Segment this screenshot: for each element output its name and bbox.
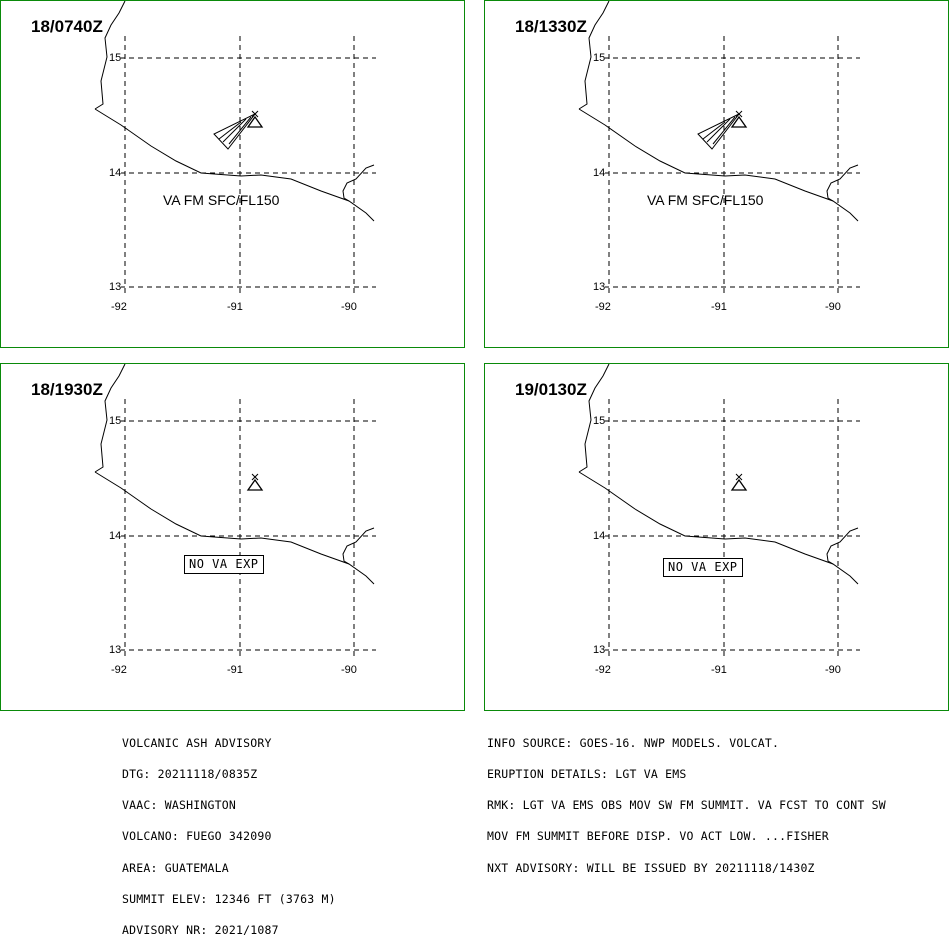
coastline — [578, 108, 859, 222]
ash-cloud-hatch — [228, 116, 252, 145]
ash-cloud-polygon — [697, 113, 740, 150]
border-line — [578, 1, 610, 110]
lon-label-91: -91 — [711, 301, 727, 313]
map-graphic — [94, 364, 376, 660]
no-va-expected-box: NO VA EXP — [663, 558, 743, 577]
lon-label-92: -92 — [111, 301, 127, 313]
lon-label-91: -91 — [711, 664, 727, 676]
advisory-remarks-block: INFO SOURCE: GOES-16. NWP MODELS. VOLCAT… — [487, 717, 886, 883]
advisory-header-block: VOLCANIC ASH ADVISORY DTG: 20211118/0835… — [122, 717, 336, 946]
advisory-line: VOLCANIC ASH ADVISORY — [122, 735, 272, 750]
advisory-line: ERUPTION DETAILS: LGT VA EMS — [487, 767, 687, 782]
map-graphic — [94, 1, 376, 297]
lat-label-13: 13 — [593, 281, 606, 293]
lat-label-13: 13 — [109, 644, 122, 656]
ash-cloud-polygon — [213, 113, 256, 150]
lat-label-14: 14 — [593, 167, 606, 179]
lat-label-15: 15 — [593, 415, 606, 427]
coastline — [578, 471, 859, 585]
map-panel-4: 19/0130Z 15 14 13 -92 -91 -90 NO VA EXP — [484, 363, 949, 711]
ash-cloud-hatch — [712, 116, 736, 145]
va-height-label: VA FM SFC/FL150 — [647, 192, 764, 208]
map-panel-3: 18/1930Z 15 14 13 -92 -91 -90 NO VA EXP — [0, 363, 465, 711]
ash-cloud-hatch — [218, 121, 242, 140]
panel-time: 19/0130Z — [515, 380, 587, 400]
coastline — [94, 471, 375, 585]
no-va-expected-box: NO VA EXP — [184, 555, 264, 574]
lon-label-91: -91 — [227, 664, 243, 676]
lat-label-15: 15 — [109, 52, 122, 64]
lat-label-13: 13 — [593, 644, 606, 656]
coastline — [94, 108, 375, 222]
border-line — [342, 164, 375, 202]
volcano-icon — [735, 110, 743, 118]
advisory-line: NXT ADVISORY: WILL BE ISSUED BY 20211118… — [487, 860, 815, 875]
map-graphic — [578, 364, 860, 660]
map-panel-1: 18/0740Z 15 14 13 -92 -91 -90 VA FM SFC/… — [0, 0, 465, 348]
advisory-line: VOLCANO: FUEGO 342090 — [122, 829, 272, 844]
volcano-icon — [735, 473, 743, 481]
lon-label-90: -90 — [341, 301, 357, 313]
border-line — [342, 527, 375, 565]
lon-label-92: -92 — [595, 664, 611, 676]
volcano-icon — [251, 473, 259, 481]
volcano-icon — [251, 110, 259, 118]
panel-time: 18/0740Z — [31, 17, 103, 37]
ash-cloud-hatch — [702, 121, 726, 140]
map-panel-2: 18/1330Z 15 14 13 -92 -91 -90 VA FM SFC/… — [484, 0, 949, 348]
border-line — [94, 364, 126, 473]
border-line — [826, 527, 859, 565]
map-graphic — [578, 1, 860, 297]
panel-time: 18/1330Z — [515, 17, 587, 37]
lon-label-91: -91 — [227, 301, 243, 313]
lat-label-14: 14 — [109, 167, 122, 179]
lon-label-90: -90 — [825, 301, 841, 313]
advisory-line: DTG: 20211118/0835Z — [122, 767, 258, 782]
advisory-line: ADVISORY NR: 2021/1087 — [122, 923, 279, 938]
volcano-icon — [730, 478, 748, 491]
advisory-line: RMK: LGT VA EMS OBS MOV SW FM SUMMIT. VA… — [487, 798, 886, 813]
advisory-line: INFO SOURCE: GOES-16. NWP MODELS. VOLCAT… — [487, 735, 780, 750]
volcano-icon — [730, 115, 748, 128]
lon-label-92: -92 — [595, 301, 611, 313]
advisory-line: SUMMIT ELEV: 12346 FT (3763 M) — [122, 891, 336, 906]
border-line — [578, 364, 610, 473]
lat-label-14: 14 — [109, 530, 122, 542]
border-line — [94, 1, 126, 110]
advisory-line: MOV FM SUMMIT BEFORE DISP. VO ACT LOW. .… — [487, 829, 829, 844]
ash-cloud-hatch — [706, 118, 731, 143]
panel-time: 18/1930Z — [31, 380, 103, 400]
lat-label-14: 14 — [593, 530, 606, 542]
border-line — [826, 164, 859, 202]
volcano-icon — [246, 115, 264, 128]
lon-label-90: -90 — [825, 664, 841, 676]
va-height-label: VA FM SFC/FL150 — [163, 192, 280, 208]
lat-label-15: 15 — [593, 52, 606, 64]
lat-label-13: 13 — [109, 281, 122, 293]
lon-label-90: -90 — [341, 664, 357, 676]
lat-label-15: 15 — [109, 415, 122, 427]
ash-cloud-hatch — [222, 118, 247, 143]
advisory-line: AREA: GUATEMALA — [122, 860, 229, 875]
lon-label-92: -92 — [111, 664, 127, 676]
advisory-line: VAAC: WASHINGTON — [122, 798, 236, 813]
volcano-icon — [246, 478, 264, 491]
